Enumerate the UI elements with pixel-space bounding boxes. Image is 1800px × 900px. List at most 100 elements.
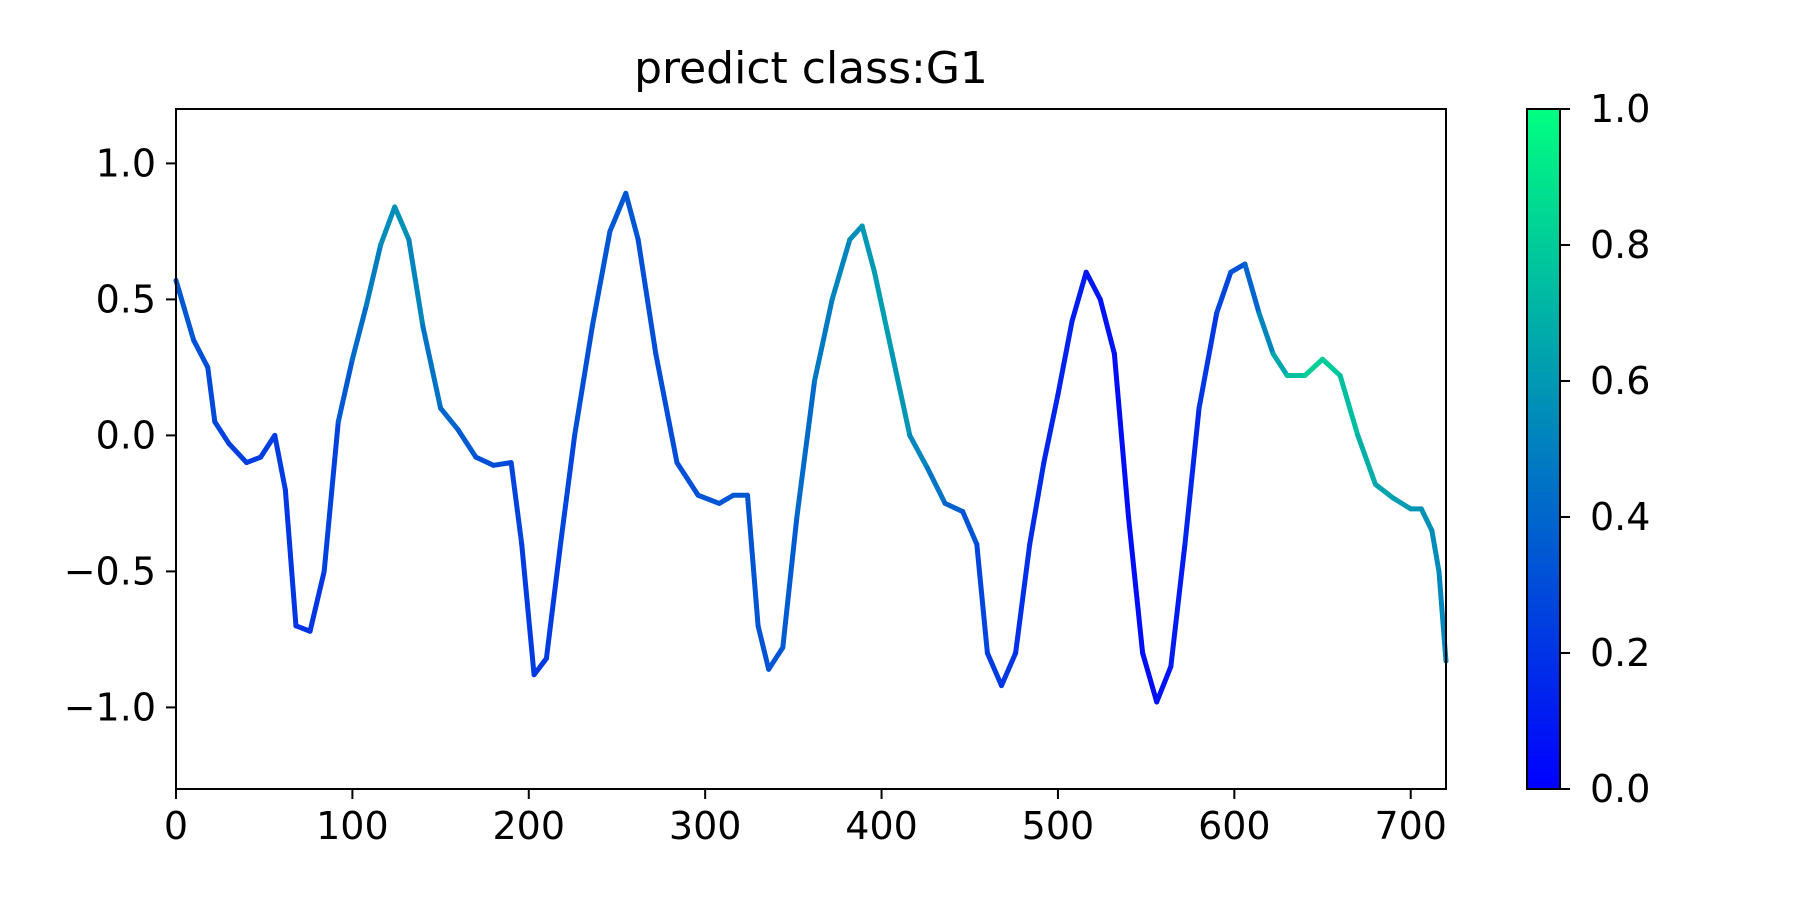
x-tick-label: 700 xyxy=(1374,804,1447,848)
series-line-segment xyxy=(1228,261,1248,275)
colorbar-tick-label: 1.0 xyxy=(1590,87,1650,131)
y-tick-label: 0.5 xyxy=(96,277,156,321)
series-line-segment xyxy=(572,324,595,438)
series-line-segment xyxy=(173,277,197,343)
series-line-segment xyxy=(1126,514,1146,656)
x-tick-label: 0 xyxy=(164,804,188,848)
series-line-segment xyxy=(226,441,250,466)
series-line-segment xyxy=(244,454,264,466)
series-line-segment xyxy=(519,541,537,678)
series-line-segment xyxy=(766,645,786,672)
series-line-segment xyxy=(716,492,736,506)
series-line-segment xyxy=(438,405,461,433)
x-tick-label: 100 xyxy=(316,804,389,848)
series-line-segment xyxy=(960,509,980,547)
y-axis: 1.0 0.5 0.0 −0.5 −1.0 xyxy=(64,141,176,729)
x-tick-label: 400 xyxy=(845,804,918,848)
series-line-segment xyxy=(378,204,398,248)
series-line-segment xyxy=(364,242,384,308)
series-line-segment xyxy=(1320,356,1343,379)
y-tick-label: −1.0 xyxy=(64,685,156,729)
series-line-segment xyxy=(1214,269,1234,316)
series-line-segment xyxy=(321,419,341,574)
series-line-segment xyxy=(1182,405,1202,547)
series-line-segment xyxy=(1242,261,1262,316)
series-line-segment xyxy=(635,237,659,357)
series-line-segment xyxy=(307,568,327,634)
colorbar-tick-label: 0.4 xyxy=(1590,495,1650,539)
series-line-segment xyxy=(1270,351,1290,379)
series-line-segment xyxy=(924,465,948,506)
series-line-segment xyxy=(872,269,895,357)
colorbar-axis: 0.0 0.2 0.4 0.6 0.8 1.0 xyxy=(1560,87,1650,811)
x-tick-label: 500 xyxy=(1022,804,1095,848)
series-line-segment xyxy=(1154,664,1174,705)
series-line-segment xyxy=(1418,506,1435,534)
colorbar-tick-label: 0.2 xyxy=(1590,631,1650,675)
series-line-segment xyxy=(1013,541,1033,656)
series-line-segment xyxy=(455,427,479,460)
x-tick-label: 600 xyxy=(1198,804,1271,848)
series-line-segment xyxy=(907,432,930,471)
series-line-segment xyxy=(859,223,877,275)
series-line-segment xyxy=(282,487,299,629)
series-line-segment xyxy=(392,204,412,243)
y-tick-label: 0.0 xyxy=(96,413,156,457)
series-line-segment xyxy=(794,378,818,520)
series-line-segment xyxy=(1337,373,1361,438)
x-tick-label: 300 xyxy=(669,804,742,848)
series-line-segment xyxy=(558,432,578,547)
series-line-segment xyxy=(272,432,288,493)
colorbar xyxy=(1526,108,1561,790)
plot-area xyxy=(173,190,1449,705)
series-line-segment xyxy=(1168,541,1188,670)
series-line-segment xyxy=(191,337,211,370)
series-line-segment xyxy=(1256,310,1276,357)
colorbar-tick-label: 0.6 xyxy=(1590,359,1650,403)
series-line-segment xyxy=(531,655,549,678)
series-line-segment xyxy=(653,351,680,466)
series-line-segment xyxy=(780,514,800,651)
series-line-segment xyxy=(829,237,853,302)
colorbar-tick-label: 0.8 xyxy=(1590,223,1650,267)
series-line-segment xyxy=(1436,568,1449,664)
series-line-segment xyxy=(1069,269,1089,324)
series-line-segment xyxy=(508,460,525,547)
series-line-segment xyxy=(205,364,218,425)
series-line-segment xyxy=(1111,351,1131,520)
series-line-segment xyxy=(695,492,722,506)
series-line-segment xyxy=(543,541,564,661)
y-tick-label: −0.5 xyxy=(64,549,156,593)
series-line-segment xyxy=(473,454,496,468)
series-line-segment xyxy=(942,500,966,515)
y-tick-label: 1.0 xyxy=(96,141,156,185)
series-line-segment xyxy=(1372,481,1396,501)
series-line-segment xyxy=(745,492,761,629)
series-line-segment xyxy=(984,650,1004,689)
series-line-segment xyxy=(755,623,772,672)
series-line-segment xyxy=(674,460,701,498)
series-line-segment xyxy=(1027,460,1047,547)
chart-title: predict class:G1 xyxy=(634,43,988,94)
series-line-segment xyxy=(1355,432,1378,487)
series-line-segment xyxy=(1140,650,1160,705)
series-line-segment xyxy=(889,351,913,438)
x-tick-label: 200 xyxy=(493,804,566,848)
series-line-segment xyxy=(607,190,629,234)
colorbar-tick-label: 0.0 xyxy=(1590,767,1650,811)
series-line-segment xyxy=(1097,296,1117,357)
series-line-segment xyxy=(406,237,426,330)
series-line-segment xyxy=(212,419,232,447)
series-line-segment xyxy=(974,541,990,656)
series-line-segment xyxy=(1041,392,1061,466)
series-line-segment xyxy=(623,190,641,243)
series-line-segment xyxy=(491,460,514,468)
series-line-segment xyxy=(349,302,369,362)
series-line-segment xyxy=(1055,318,1075,398)
series-line-segment xyxy=(847,223,865,243)
series-line-segment xyxy=(812,296,835,384)
series-line-segment xyxy=(258,432,278,460)
series-line-segment xyxy=(1429,528,1442,574)
plot-frame xyxy=(175,108,1447,790)
